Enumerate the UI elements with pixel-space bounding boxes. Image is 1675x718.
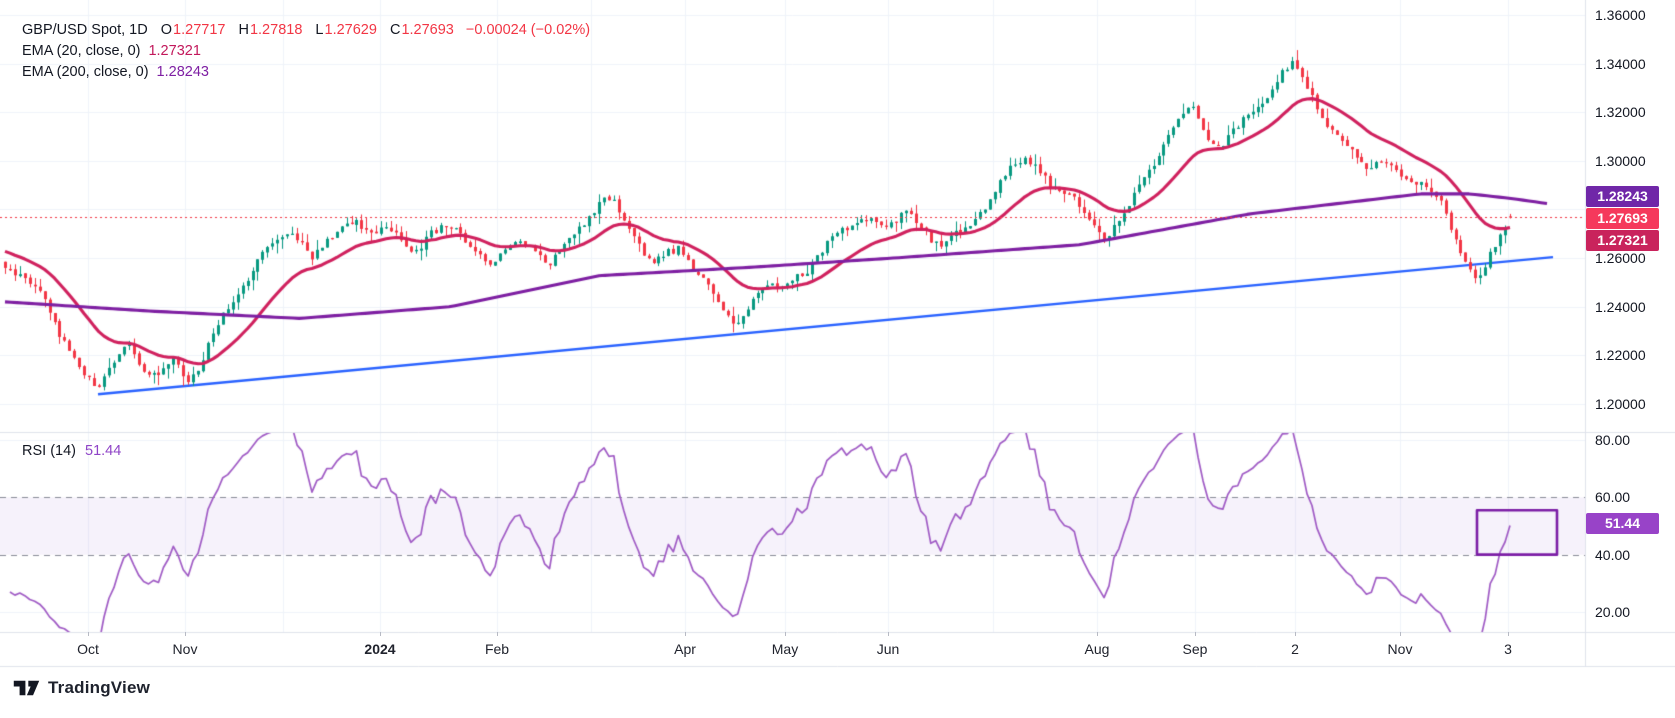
price-tick-label: 1.26000 (1595, 250, 1646, 267)
price-tick-label: 1.24000 (1595, 298, 1646, 315)
brand-name: TradingView (48, 678, 151, 697)
ohlc-high: H1.27818 (238, 22, 303, 38)
ema20-label: EMA (20, close, 0) (22, 43, 141, 59)
price-axis[interactable]: 1.36000 1.34000 1.32000 1.30000 1.26000 1.240… (1585, 0, 1675, 666)
symbol-ohlc-row[interactable]: GBP/USD Spot, 1D O1.27717 H1.27818 L1.27… (22, 20, 590, 41)
time-label: Nov (172, 641, 198, 657)
ema200-legend-row[interactable]: EMA (200, close, 0) 1.28243 (22, 62, 590, 83)
time-label: Apr (674, 641, 696, 657)
time-axis-tick (380, 632, 381, 636)
time-axis-tick (185, 632, 186, 636)
symbol-legend: GBP/USD Spot, 1D O1.27717 H1.27818 L1.27… (22, 20, 590, 83)
time-label: 2024 (364, 641, 396, 657)
symbol-title[interactable]: GBP/USD Spot, 1D (22, 22, 148, 38)
price-tick-label: 1.36000 (1595, 7, 1646, 23)
price-tick-label: 1.34000 (1595, 55, 1646, 72)
time-axis-tick (1195, 632, 1196, 636)
time-label: Jun (876, 641, 900, 657)
rsi-tick-label: 80.00 (1595, 432, 1631, 448)
rsi-label: RSI (14) (22, 443, 76, 459)
time-axis-tick (1400, 632, 1401, 636)
rsi-legend[interactable]: RSI (14) 51.44 (22, 441, 121, 462)
time-label: May (771, 641, 799, 657)
rsi-tick-label: 20.00 (1595, 604, 1631, 620)
ohlc-close: C1.27693 (389, 22, 454, 38)
time-label: 2 (1291, 641, 1299, 657)
ema200-label: EMA (200, close, 0) (22, 64, 149, 80)
ohlc-low: L1.27629 (315, 22, 377, 38)
time-label: Aug (1084, 641, 1110, 657)
time-label: Feb (484, 641, 510, 657)
rsi-value-badge: 51.44 (1586, 512, 1659, 534)
rsi-tick-label: 60.00 (1595, 489, 1631, 506)
time-axis-tick (88, 632, 89, 636)
ema20-value: 1.27321 (148, 43, 201, 59)
time-label: 3 (1504, 641, 1512, 657)
time-axis-tick (888, 632, 889, 636)
rsi-tick-label: 40.00 (1595, 546, 1631, 563)
tradingview-logo-mark (13, 680, 40, 696)
time-axis-tick (497, 632, 498, 636)
time-axis-tick (1097, 632, 1098, 636)
ohlc-open: O1.27717 (160, 22, 226, 38)
tradingview-logo[interactable]: TradingView (13, 678, 150, 698)
change-value: −0.00024 (−0.02%) (465, 22, 591, 38)
footer: TradingView (13, 678, 150, 698)
ema20-price-badge: 1.27321 (1586, 229, 1659, 251)
time-axis-tick (1508, 632, 1509, 636)
time-axis-tick (685, 632, 686, 636)
time-label: Sep (1182, 641, 1208, 657)
last-price-badge: 1.27693 (1586, 207, 1659, 229)
rsi-value: 51.44 (85, 443, 122, 459)
time-axis-tick (785, 632, 786, 636)
time-label: Nov (1387, 641, 1413, 657)
price-tick-label: 1.32000 (1595, 104, 1646, 121)
price-tick-label: 1.20000 (1595, 395, 1646, 412)
ema200-value: 1.28243 (156, 64, 209, 80)
time-axis-tick (1295, 632, 1296, 636)
price-tick-label: 1.30000 (1595, 152, 1646, 169)
time-axis[interactable]: Oct Nov 2024 Feb Apr May Jun Aug Sep 2 Nov 3 (0, 632, 1675, 666)
price-tick-label: 1.22000 (1595, 347, 1646, 364)
time-label: Oct (77, 641, 99, 657)
ema200-price-badge: 1.28243 (1586, 185, 1659, 207)
ema20-legend-row[interactable]: EMA (20, close, 0) 1.27321 (22, 41, 590, 62)
